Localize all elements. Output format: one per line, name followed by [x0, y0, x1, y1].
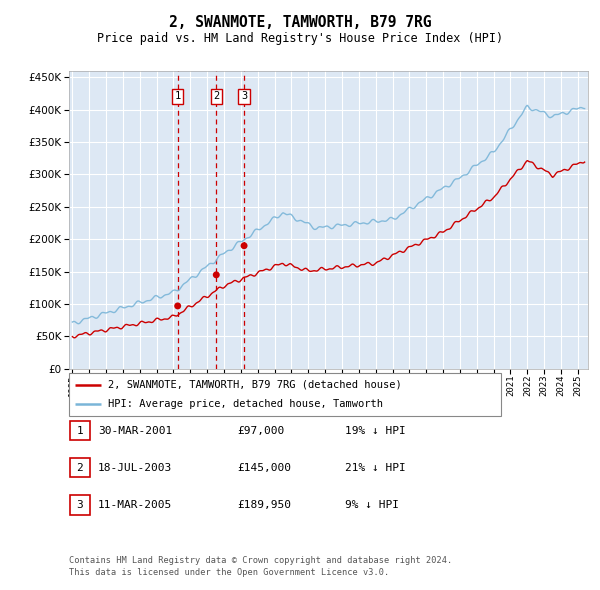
Point: [173, 301, 182, 311]
Text: 2, SWANMOTE, TAMWORTH, B79 7RG (detached house): 2, SWANMOTE, TAMWORTH, B79 7RG (detached…: [108, 380, 401, 390]
Text: 30-MAR-2001: 30-MAR-2001: [98, 426, 172, 435]
Text: HPI: Average price, detached house, Tamworth: HPI: Average price, detached house, Tamw…: [108, 399, 383, 409]
Text: Contains HM Land Registry data © Crown copyright and database right 2024.: Contains HM Land Registry data © Crown c…: [69, 556, 452, 565]
Text: £189,950: £189,950: [237, 500, 291, 510]
Text: Price paid vs. HM Land Registry's House Price Index (HPI): Price paid vs. HM Land Registry's House …: [97, 32, 503, 45]
Text: 2: 2: [76, 463, 83, 473]
Text: £97,000: £97,000: [237, 426, 284, 435]
Text: 2, SWANMOTE, TAMWORTH, B79 7RG: 2, SWANMOTE, TAMWORTH, B79 7RG: [169, 15, 431, 30]
Text: 19% ↓ HPI: 19% ↓ HPI: [345, 426, 406, 435]
Text: 2: 2: [213, 91, 220, 101]
Text: 3: 3: [76, 500, 83, 510]
Text: 9% ↓ HPI: 9% ↓ HPI: [345, 500, 399, 510]
Point: [239, 241, 249, 250]
Text: 1: 1: [76, 426, 83, 435]
Point: [211, 270, 221, 280]
Text: 3: 3: [241, 91, 247, 101]
Text: 18-JUL-2003: 18-JUL-2003: [98, 463, 172, 473]
Text: £145,000: £145,000: [237, 463, 291, 473]
Text: 21% ↓ HPI: 21% ↓ HPI: [345, 463, 406, 473]
Text: 11-MAR-2005: 11-MAR-2005: [98, 500, 172, 510]
Text: 1: 1: [175, 91, 181, 101]
Text: This data is licensed under the Open Government Licence v3.0.: This data is licensed under the Open Gov…: [69, 568, 389, 577]
